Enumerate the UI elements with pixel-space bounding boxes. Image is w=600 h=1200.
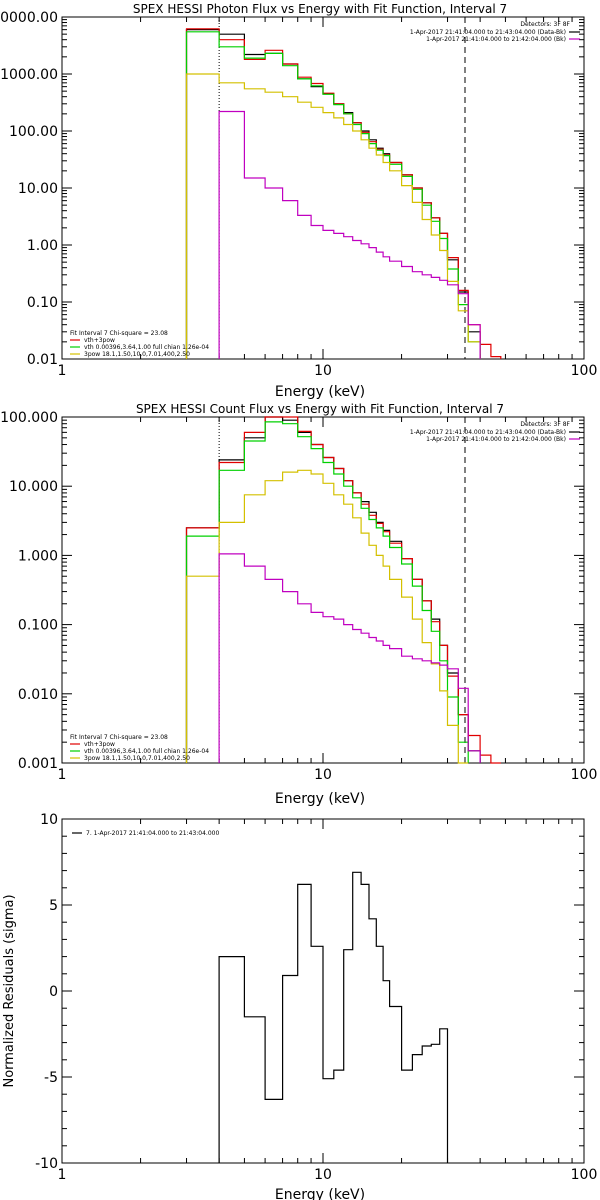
y-tick-label: 10000.00 xyxy=(0,10,58,26)
count-flux-panel: SPEX HESSI Count Flux vs Energy with Fit… xyxy=(0,402,597,807)
fit-legend-header: Fit Interval 7 Chi-square = 23.08 xyxy=(70,330,168,337)
x-axis-label: Energy (keV) xyxy=(275,791,365,807)
x-tick-label: 1 xyxy=(58,1167,67,1183)
y-tick-label: 5 xyxy=(49,898,58,914)
legend-entry: 1-Apr-2017 21:41:04.000 to 21:43:04.000 … xyxy=(410,429,566,436)
series-line xyxy=(185,28,502,359)
y-tick-label: -10 xyxy=(35,1156,58,1172)
series-line xyxy=(185,73,481,359)
y-tick-label: -5 xyxy=(44,1070,58,1086)
plot-area xyxy=(61,416,585,764)
x-tick-label: 10 xyxy=(314,363,332,379)
x-tick-label: 100 xyxy=(571,363,598,379)
y-tick-label: 0.100 xyxy=(18,618,58,634)
series-line xyxy=(185,421,469,763)
fit-legend-entry: vth 0.00396,3.64,1.00 full chian 1.26e-0… xyxy=(84,748,209,755)
series-line xyxy=(185,31,481,359)
residuals-panel: Energy (keV) Normalized Residuals (sigma… xyxy=(2,812,597,1200)
x-tick-label: 1 xyxy=(58,363,67,379)
y-tick-label: 100.00 xyxy=(9,124,58,140)
chart-title: SPEX HESSI Photon Flux vs Energy with Fi… xyxy=(133,2,507,16)
chart-marks: 1 10 100 -10 -5 0 5 10 7. 1-Apr-2017 21:41:04.00… xyxy=(35,812,597,1183)
y-tick-label: 0.10 xyxy=(27,295,58,311)
chart-marks: 1 10 100 0.001 0.010 0.100 1.000 10.000 100.000 D… xyxy=(0,410,597,783)
series-line xyxy=(185,469,469,764)
chart-title: SPEX HESSI Count Flux vs Energy with Fit… xyxy=(136,402,504,416)
fit-legend-entry: vth+3pow xyxy=(84,741,115,748)
fit-legend-entry: vth 0.00396,3.64,1.00 full chian 1.26e-0… xyxy=(84,344,209,351)
x-tick-label: 100 xyxy=(571,767,598,783)
x-tick-label: 1 xyxy=(58,767,67,783)
y-tick-label: 10 xyxy=(40,812,58,828)
y-tick-label: 1000.00 xyxy=(0,67,58,83)
fit-legend-header: Fit Interval 7 Chi-square = 23.08 xyxy=(70,734,168,741)
legend-header: Detectors: 3F 8F xyxy=(520,421,570,428)
legend-header: Detectors: 3F 8F xyxy=(520,21,570,28)
fit-legend-entry: 3pow 18.1,1.50,10.0,7.01,400,2.50 xyxy=(84,351,190,358)
y-tick-label: 10.00 xyxy=(18,181,58,197)
x-axis-label: Energy (keV) xyxy=(275,1187,365,1200)
y-tick-label: 0.010 xyxy=(18,687,58,703)
plot-area xyxy=(61,16,585,360)
series-line xyxy=(185,416,501,764)
fit-legend-entry: vth+3pow xyxy=(84,337,115,344)
y-tick-label: 0.01 xyxy=(27,352,58,368)
legend-entry: 7. 1-Apr-2017 21:41:04.000 to 21:43:04.0… xyxy=(86,830,219,837)
fit-legend-entry: 3pow 18.1,1.50,10.0,7.01,400,2.50 xyxy=(84,755,190,762)
x-tick-label: 10 xyxy=(314,1167,332,1183)
y-tick-label: 1.00 xyxy=(27,238,58,254)
y-tick-label: 10.000 xyxy=(9,479,58,495)
x-axis-label: Energy (keV) xyxy=(275,384,365,400)
series-line xyxy=(218,553,481,763)
y-tick-label: 100.000 xyxy=(0,410,58,426)
y-tick-label: 0.001 xyxy=(18,756,58,772)
x-tick-label: 100 xyxy=(571,1167,598,1183)
legend-entry: 1-Apr-2017 21:41:04.000 to 21:42:04.000 … xyxy=(426,36,566,43)
photon-flux-panel: SPEX HESSI Photon Flux vs Energy with Fi… xyxy=(0,2,597,400)
series-line xyxy=(185,29,481,359)
legend-entry: 1-Apr-2017 21:41:04.000 to 21:43:04.000 … xyxy=(410,29,566,36)
y-tick-label: 0 xyxy=(49,984,58,1000)
series-line xyxy=(218,871,449,1163)
x-tick-label: 10 xyxy=(314,767,332,783)
legend-entry: 1-Apr-2017 21:41:04.000 to 21:42:04.000 … xyxy=(426,436,566,443)
y-axis-label: Normalized Residuals (sigma) xyxy=(2,894,17,1087)
chart-marks: 1 10 100 0.01 0.10 1.00 10.00 100.00 1000.00 1000… xyxy=(0,10,597,379)
series-line xyxy=(218,110,481,359)
y-tick-label: 1.000 xyxy=(18,548,58,564)
